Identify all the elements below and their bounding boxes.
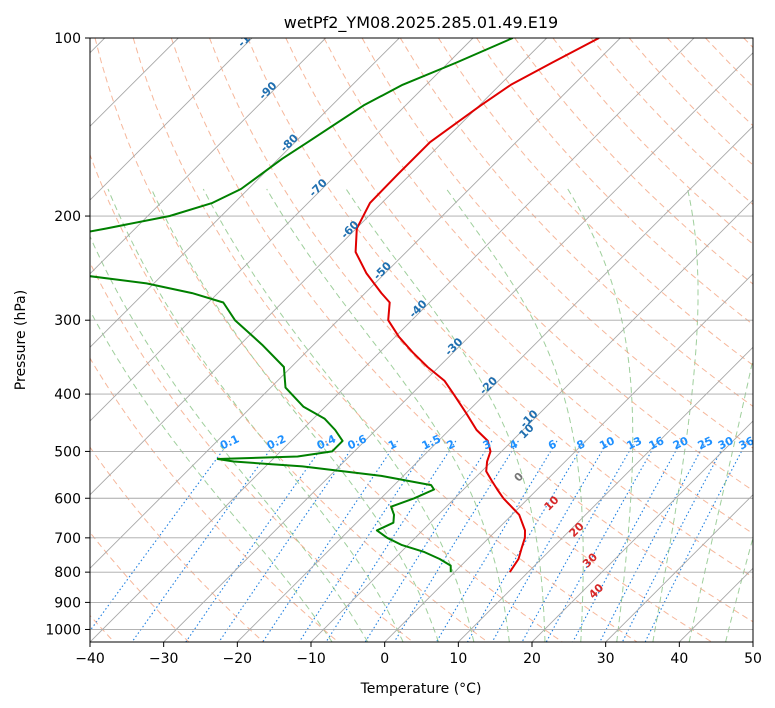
moist-adiabat-line bbox=[202, 188, 475, 642]
isotherm-line bbox=[90, 38, 474, 422]
isotherm-label: -100 bbox=[235, 21, 264, 50]
y-tick-label: 200 bbox=[54, 209, 81, 225]
mixing-ratio-label: 30 bbox=[716, 434, 736, 452]
isotherm-line bbox=[90, 38, 327, 275]
mixing-ratio-line bbox=[218, 440, 358, 642]
dry-adiabat-line bbox=[94, 38, 563, 642]
moist-adiabat-line bbox=[90, 309, 333, 642]
dewpoint-profile-line bbox=[90, 38, 514, 573]
dry-adiabat-line bbox=[90, 153, 488, 642]
dry-adiabat-line bbox=[132, 38, 638, 642]
plot-frame bbox=[89, 37, 754, 643]
moist-adiabat-line bbox=[90, 235, 369, 642]
x-tick-label: 40 bbox=[670, 651, 688, 667]
axes: −40 −30 −20 −10 0 10 20 30 40 50 100 200 300 400 500 60… bbox=[45, 31, 762, 667]
mixing-ratio-line bbox=[131, 440, 278, 642]
mixing-ratio-line bbox=[572, 440, 682, 642]
x-tick-label: −10 bbox=[296, 651, 326, 667]
isotherm-line bbox=[605, 494, 753, 642]
dry-adiabat-line bbox=[247, 38, 753, 578]
x-tick-label: −30 bbox=[149, 651, 179, 667]
mixing-ratio-label: 20 bbox=[671, 434, 691, 452]
dry-adiabat-line bbox=[90, 446, 264, 642]
mixing-ratio-line bbox=[621, 440, 727, 642]
mixing-ratio-label: 36 bbox=[737, 434, 757, 452]
y-axis-title: Pressure (hPa) bbox=[13, 290, 29, 390]
mixing-ratio-line bbox=[262, 440, 399, 642]
x-tick-label: 0 bbox=[380, 651, 389, 667]
isotherm-line bbox=[163, 52, 753, 642]
mixing-ratio-line bbox=[364, 440, 493, 642]
x-tick-label: 30 bbox=[597, 651, 615, 667]
x-tick-label: 10 bbox=[449, 651, 467, 667]
isotherm-line bbox=[90, 38, 400, 348]
temperature-profile-line bbox=[354, 38, 600, 573]
y-tick-label: 300 bbox=[54, 313, 81, 329]
x-axis-title: Temperature (°C) bbox=[360, 681, 482, 697]
mixing-ratio-label: 10 bbox=[597, 434, 617, 452]
mixing-ratio-line bbox=[599, 440, 707, 642]
isobar-lines bbox=[90, 38, 753, 630]
dry-adiabat-line bbox=[323, 38, 753, 492]
y-tick-label: 400 bbox=[54, 387, 81, 403]
isotherm-line bbox=[457, 346, 753, 642]
y-tick-label: 700 bbox=[54, 531, 81, 547]
moist-adiabat-line bbox=[151, 188, 439, 642]
isotherm-line bbox=[310, 199, 753, 642]
chart-title: wetPf2_YM08.2025.285.01.49.E19 bbox=[284, 13, 558, 33]
mixing-ratio-label: 13 bbox=[625, 434, 644, 452]
y-tick-label: 600 bbox=[54, 491, 81, 507]
moist-adiabat-line bbox=[107, 188, 404, 642]
moist-adiabat-lines bbox=[90, 188, 753, 642]
mixing-ratio-line bbox=[185, 440, 327, 642]
dry-adiabat-line bbox=[476, 38, 753, 326]
isotherm-line bbox=[90, 38, 548, 496]
isotherm-line bbox=[531, 420, 753, 642]
mixing-ratio-label: 25 bbox=[696, 434, 715, 452]
mixing-ratio-line bbox=[435, 440, 558, 642]
mixing-ratio-line bbox=[644, 440, 748, 642]
isotherm-line bbox=[90, 38, 253, 201]
mixing-ratio-label: 16 bbox=[647, 434, 667, 452]
x-tick-label: 50 bbox=[744, 651, 762, 667]
moist-adiabat-line bbox=[266, 188, 510, 642]
y-tick-label: 500 bbox=[54, 444, 81, 460]
x-tick-label: −40 bbox=[75, 651, 105, 667]
x-tick-label: −20 bbox=[223, 651, 253, 667]
isotherm-line bbox=[384, 273, 753, 642]
y-tick-label: 1000 bbox=[45, 622, 81, 638]
dry-adiabat-line bbox=[209, 38, 753, 623]
y-tick-label: 800 bbox=[54, 565, 81, 581]
profile-series bbox=[90, 38, 600, 573]
y-tick-label: 900 bbox=[54, 595, 81, 611]
mixing-ratio-line bbox=[90, 440, 231, 632]
isotherm-line bbox=[90, 38, 621, 569]
isotherm-line bbox=[236, 125, 753, 642]
moist-adiabat-line bbox=[652, 188, 699, 642]
x-tick-label: 20 bbox=[523, 651, 541, 667]
dry-adiabat-line bbox=[437, 38, 753, 366]
isotherm-lines bbox=[90, 38, 753, 642]
moist-adiabat-line bbox=[688, 356, 753, 642]
moist-adiabat-line bbox=[567, 188, 634, 642]
isotherm-line bbox=[90, 38, 695, 642]
mixing-ratio-line bbox=[467, 440, 586, 642]
y-tick-label: 100 bbox=[54, 31, 81, 47]
